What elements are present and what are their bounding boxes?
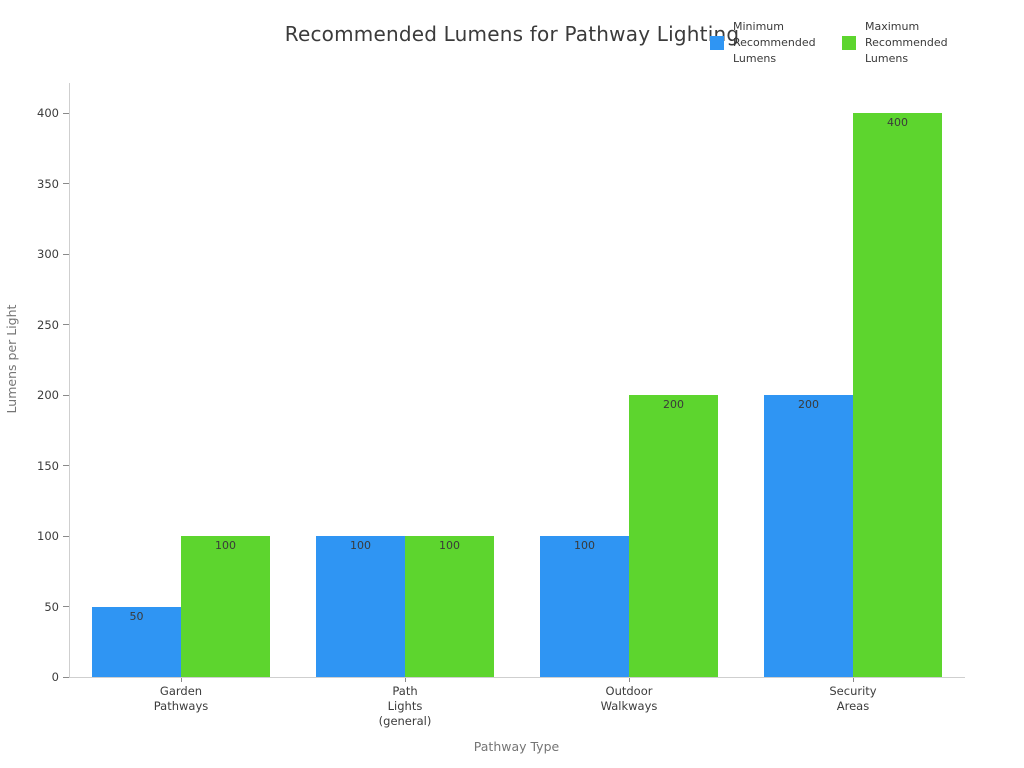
bar-minimum: 100 (540, 536, 629, 677)
bar-minimum: 50 (92, 606, 181, 677)
y-tick-label: 300 (37, 247, 59, 261)
x-tick-mark (181, 678, 182, 682)
bar-value-label: 100 (439, 539, 460, 552)
y-tick-mark (63, 112, 69, 114)
y-tick-label: 200 (37, 388, 59, 402)
y-tick-mark (63, 183, 69, 184)
y-tick-mark (63, 253, 69, 255)
bar-value-label: 200 (798, 398, 819, 411)
y-tick-mark (63, 394, 69, 396)
bar-value-label: 400 (887, 116, 908, 129)
x-axis-title: Pathway Type (473, 739, 560, 754)
bar-maximum: 400 (853, 113, 942, 677)
y-tick-mark (63, 535, 69, 537)
y-tick-label: 50 (44, 599, 59, 614)
y-tick-label: 250 (37, 317, 59, 332)
x-tick-label: Security Areas (829, 684, 877, 713)
y-tick-label: 150 (37, 458, 59, 473)
bar-minimum: 100 (316, 536, 405, 677)
bar-value-label: 200 (663, 398, 684, 411)
bar-value-label: 100 (350, 539, 371, 552)
bar-minimum: 200 (764, 395, 853, 677)
x-tick-mark (405, 678, 406, 682)
y-tick-label: 100 (37, 529, 59, 543)
bar-maximum: 200 (629, 395, 718, 677)
y-tick-mark (63, 676, 69, 678)
y-axis-title: Lumens per Light (4, 304, 19, 414)
x-axis-spine (69, 677, 965, 678)
x-tick-mark (629, 678, 630, 682)
legend-swatch-minimum (710, 36, 724, 50)
bar-maximum: 100 (405, 536, 494, 677)
bar-value-label: 100 (215, 539, 236, 552)
y-tick-label: 0 (51, 670, 59, 684)
bar-value-label: 50 (129, 609, 144, 623)
y-tick-mark (63, 606, 69, 607)
x-tick-label: Path Lights (general) (378, 684, 432, 728)
legend-label-minimum: Minimum Recommended Lumens (733, 20, 816, 65)
x-tick-label: Outdoor Walkways (600, 684, 658, 713)
bar-value-label: 100 (574, 539, 595, 552)
x-tick-label: Garden Pathways (153, 684, 209, 713)
x-tick-mark (853, 678, 854, 682)
legend-swatch-maximum (842, 36, 856, 50)
chart-title: Recommended Lumens for Pathway Lighting (284, 22, 740, 46)
y-tick-mark (63, 465, 69, 466)
legend-item-maximum: Maximum Recommended Lumens (842, 19, 948, 67)
bar-maximum: 100 (181, 536, 270, 677)
y-tick-label: 350 (37, 176, 59, 191)
legend-label-maximum: Maximum Recommended Lumens (865, 20, 948, 65)
legend-item-minimum: Minimum Recommended Lumens (710, 19, 816, 67)
y-tick-mark (63, 324, 69, 325)
y-axis-spine (69, 83, 70, 677)
y-tick-label: 400 (37, 106, 59, 120)
